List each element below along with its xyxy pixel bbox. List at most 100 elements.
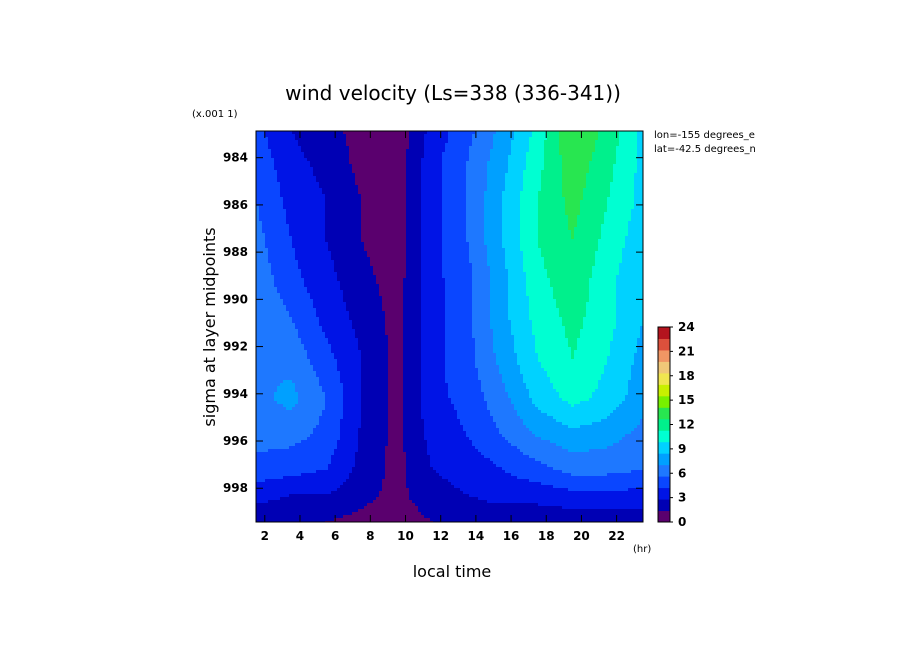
contour-cell [481, 140, 485, 144]
contour-cell [355, 206, 359, 210]
contour-cell [478, 188, 482, 192]
contour-cell [517, 206, 521, 210]
contour-cell [289, 185, 293, 189]
contour-cell [310, 218, 314, 222]
contour-cell [601, 158, 605, 162]
contour-cell [286, 143, 290, 147]
contour-cell [424, 209, 428, 213]
contour-cell [568, 212, 572, 216]
contour-cell [475, 206, 479, 210]
contour-cell [625, 188, 629, 192]
contour-cell [361, 134, 365, 138]
contour-cell [451, 194, 455, 198]
contour-cell [508, 179, 512, 183]
contour-cell [487, 164, 491, 168]
contour-cell [415, 206, 419, 210]
contour-cell [526, 221, 530, 225]
contour-cell [604, 158, 608, 162]
contour-cell [529, 212, 533, 216]
contour-cell [370, 218, 374, 222]
contour-cell [433, 179, 437, 183]
contour-cell [274, 200, 278, 204]
contour-cell [586, 143, 590, 147]
contour-cell [286, 176, 290, 180]
contour-cell [511, 173, 515, 177]
contour-cell [397, 230, 401, 234]
contour-cell [271, 182, 275, 186]
contour-cell [550, 227, 554, 231]
contour-cell [316, 236, 320, 240]
contour-cell [295, 164, 299, 168]
contour-cell [376, 191, 380, 195]
contour-cell [505, 212, 509, 216]
contour-cell [256, 233, 260, 237]
contour-cell [433, 227, 437, 231]
contour-cell [445, 182, 449, 186]
contour-cell [271, 212, 275, 216]
contour-cell [460, 137, 464, 141]
contour-cell [388, 233, 392, 237]
contour-cell [367, 221, 371, 225]
contour-cell [364, 218, 368, 222]
contour-cell [340, 200, 344, 204]
contour-cell [343, 212, 347, 216]
contour-cell [616, 152, 620, 156]
contour-cell [529, 224, 533, 228]
contour-cell [475, 185, 479, 189]
contour-cell [556, 164, 560, 168]
contour-cell [361, 149, 365, 153]
contour-cell [346, 215, 350, 219]
contour-cell [496, 176, 500, 180]
contour-cell [547, 230, 551, 234]
contour-cell [271, 242, 275, 246]
contour-cell [271, 179, 275, 183]
contour-cell [544, 170, 548, 174]
contour-cell [493, 131, 497, 135]
contour-cell [367, 236, 371, 240]
contour-cell [631, 230, 635, 234]
contour-cell [631, 140, 635, 144]
contour-cell [295, 197, 299, 201]
contour-cell [421, 152, 425, 156]
contour-cell [352, 179, 356, 183]
contour-cell [622, 236, 626, 240]
contour-cell [394, 152, 398, 156]
contour-cell [598, 131, 602, 135]
contour-cell [484, 161, 488, 165]
contour-cell [640, 149, 643, 153]
contour-cell [376, 134, 380, 138]
contour-cell [538, 203, 542, 207]
contour-cell [631, 149, 635, 153]
contour-cell [445, 206, 449, 210]
contour-cell [331, 173, 335, 177]
contour-cell [310, 206, 314, 210]
contour-cell [427, 230, 431, 234]
contour-cell [379, 194, 383, 198]
contour-cell [286, 224, 290, 228]
contour-cell [589, 173, 593, 177]
contour-cell [367, 143, 371, 147]
contour-cell [415, 191, 419, 195]
contour-cell [313, 164, 317, 168]
contour-cell [394, 245, 398, 249]
contour-cell [436, 185, 440, 189]
contour-cell [283, 167, 287, 171]
contour-cell [493, 218, 497, 222]
contour-cell [436, 134, 440, 138]
contour-cell [529, 149, 533, 153]
contour-cell [343, 209, 347, 213]
contour-cell [343, 194, 347, 198]
contour-cell [436, 131, 440, 135]
contour-cell [361, 155, 365, 159]
contour-cell [352, 152, 356, 156]
contour-cell [517, 161, 521, 165]
contour-cell [346, 245, 350, 249]
contour-cell [640, 155, 643, 159]
contour-cell [520, 158, 524, 162]
contour-cell [526, 137, 530, 141]
contour-cell [472, 176, 476, 180]
contour-cell [382, 242, 386, 246]
contour-cell [583, 221, 587, 225]
contour-cell [505, 194, 509, 198]
contour-cell [436, 158, 440, 162]
